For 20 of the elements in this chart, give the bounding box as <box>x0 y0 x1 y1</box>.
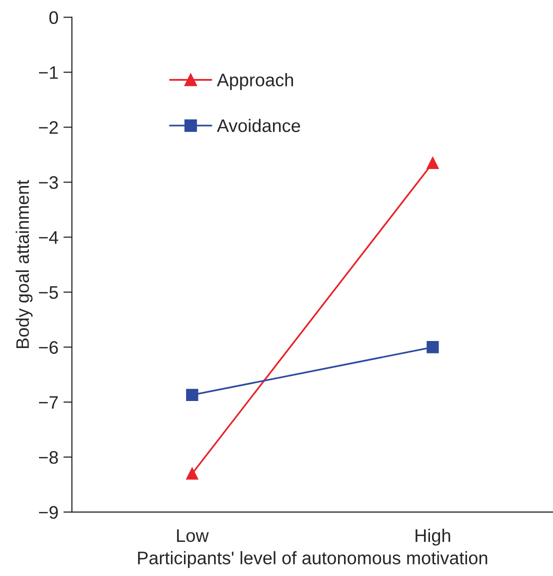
y-tick-label: −4 <box>39 231 58 244</box>
point <box>186 468 198 480</box>
y-tick-label: −3 <box>39 176 58 189</box>
y-tick-label: −9 <box>39 506 58 519</box>
legend-label: Approach <box>216 73 293 90</box>
x-tick-label: High <box>416 528 450 546</box>
y-tick-label: 0 <box>49 11 58 24</box>
y-tick-label: −2 <box>39 121 58 134</box>
point <box>186 388 198 402</box>
y-axis-title: Body goal attainment <box>16 180 33 348</box>
y-tick-label: −5 <box>39 286 58 299</box>
y-tick-label: −1 <box>39 66 58 79</box>
legend-label: Avoidance <box>216 118 300 132</box>
point <box>426 341 439 354</box>
y-tick-label: −7 <box>39 396 58 409</box>
y-tick-label: −6 <box>39 341 58 354</box>
x-axis-title: Participants' level of autonomous motivation <box>138 551 488 568</box>
x-tick-label: Low <box>177 529 209 542</box>
y-tick-label: −8 <box>39 451 58 464</box>
point <box>426 156 439 170</box>
